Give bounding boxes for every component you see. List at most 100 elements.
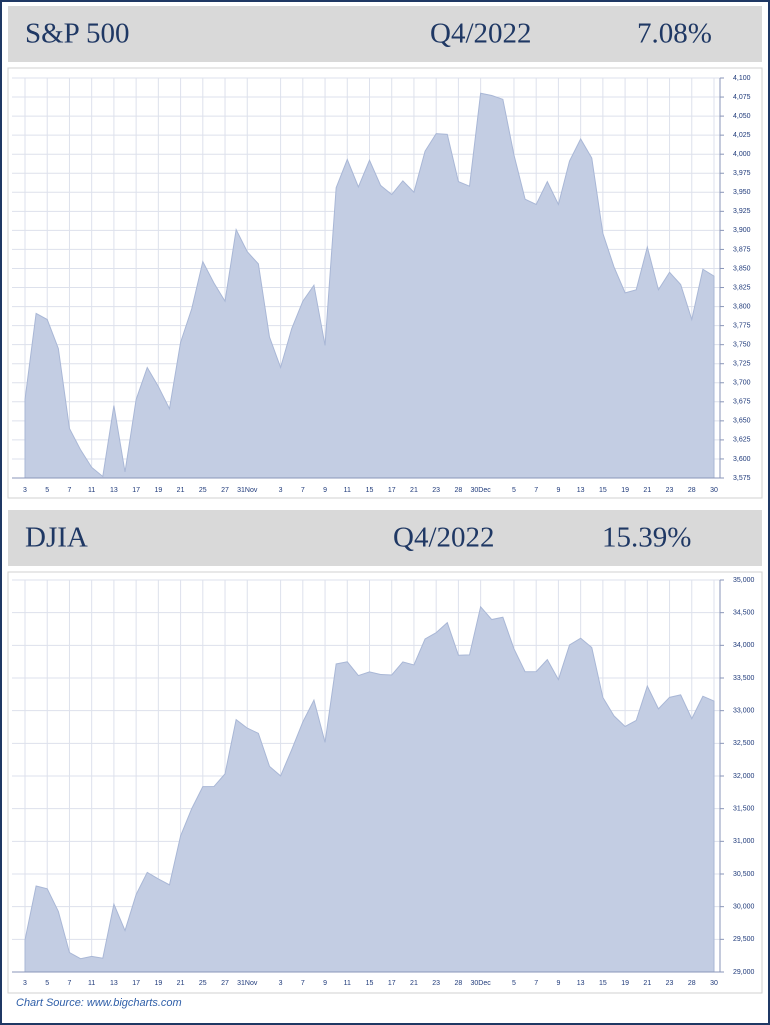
- y-tick-label: 3,625: [733, 437, 751, 444]
- y-tick-label: 3,975: [733, 170, 751, 177]
- x-tick-label: 3: [279, 487, 283, 494]
- x-tick-label: 19: [154, 980, 162, 987]
- y-tick-label: 3,575: [733, 475, 751, 482]
- x-tick-label: 11: [88, 487, 95, 494]
- x-tick-label: 5: [45, 487, 49, 494]
- x-tick-label: 21: [643, 487, 651, 494]
- y-tick-label: 34,500: [733, 610, 755, 617]
- x-tick-label: 3: [23, 487, 27, 494]
- header-bar: [8, 6, 762, 62]
- y-tick-label: 3,725: [733, 361, 751, 368]
- x-tick-label: 17: [132, 980, 140, 987]
- y-tick-label: 34,000: [733, 642, 755, 649]
- area: [24, 92, 715, 479]
- x-tick-label: 15: [599, 487, 607, 494]
- y-tick-label: 4,050: [733, 113, 751, 120]
- x-tick-label: 9: [556, 487, 560, 494]
- y-tick-label: 29,000: [733, 969, 755, 976]
- x-tick-label: 5: [45, 980, 49, 987]
- y-tick-label: 35,000: [733, 577, 755, 584]
- x-tick-label: 17: [388, 487, 396, 494]
- y-tick-label: 3,775: [733, 322, 751, 329]
- y-tick-label: 3,875: [733, 246, 751, 253]
- x-tick-label: 19: [621, 487, 629, 494]
- x-tick-label: 3: [279, 980, 283, 987]
- header-period: Q4/2022: [393, 522, 495, 554]
- x-tick-label: 28: [455, 980, 463, 987]
- y-tick-label: 32,000: [733, 773, 755, 780]
- y-tick-label: 29,500: [733, 936, 755, 943]
- x-tick-label: 28: [688, 980, 696, 987]
- x-tick-label: 21: [643, 980, 651, 987]
- x-tick-label: 30Dec: [471, 980, 492, 987]
- x-tick-label: 9: [323, 487, 327, 494]
- y-tick-label: 3,750: [733, 342, 751, 349]
- x-tick-label: 7: [67, 487, 71, 494]
- y-tick-label: 4,075: [733, 94, 751, 101]
- y-tick-label: 4,025: [733, 132, 751, 139]
- x-tick-label: 5: [512, 980, 516, 987]
- x-tick-label: 30: [710, 487, 718, 494]
- y-tick-label: 30,500: [733, 871, 755, 878]
- x-tick-label: 11: [344, 980, 351, 987]
- y-tick-label: 3,650: [733, 418, 751, 425]
- y-tick-label: 3,925: [733, 208, 751, 215]
- x-tick-label: 11: [88, 980, 95, 987]
- x-tick-label: 15: [599, 980, 607, 987]
- x-tick-label: 31Nov: [237, 487, 258, 494]
- y-tick-label: 3,600: [733, 456, 751, 463]
- x-tick-label: 25: [199, 980, 207, 987]
- x-tick-label: 17: [132, 487, 140, 494]
- x-tick-label: 13: [110, 980, 118, 987]
- x-tick-label: 21: [177, 487, 185, 494]
- source-note: Chart Source: www.bigcharts.com: [16, 997, 182, 1009]
- x-tick-label: 9: [323, 980, 327, 987]
- y-tick-label: 3,825: [733, 284, 751, 291]
- y-tick-label: 3,950: [733, 189, 751, 196]
- y-tick-label: 3,675: [733, 399, 751, 406]
- x-tick-label: 5: [512, 487, 516, 494]
- x-tick-label: 7: [301, 980, 305, 987]
- x-tick-label: 7: [534, 980, 538, 987]
- x-tick-label: 23: [432, 487, 440, 494]
- header-bar: [8, 510, 762, 566]
- y-tick-label: 3,800: [733, 303, 751, 310]
- y-tick-label: 33,500: [733, 675, 755, 682]
- x-tick-label: 30: [710, 980, 718, 987]
- x-tick-label: 28: [455, 487, 463, 494]
- y-tick-label: 3,700: [733, 380, 751, 387]
- header-title: S&P 500: [25, 18, 130, 50]
- header-period: Q4/2022: [430, 18, 532, 50]
- y-tick-label: 3,900: [733, 227, 751, 234]
- y-tick-label: 31,500: [733, 806, 755, 813]
- x-tick-label: 15: [366, 487, 374, 494]
- y-tick-label: 32,500: [733, 740, 755, 747]
- x-tick-label: 23: [666, 980, 674, 987]
- x-tick-label: 15: [366, 980, 374, 987]
- header-change: 15.39%: [602, 522, 691, 554]
- x-tick-label: 28: [688, 487, 696, 494]
- x-tick-label: 13: [110, 487, 118, 494]
- x-tick-label: 21: [410, 980, 418, 987]
- x-tick-label: 19: [621, 980, 629, 987]
- x-tick-label: 30Dec: [471, 487, 492, 494]
- y-tick-label: 3,850: [733, 265, 751, 272]
- x-tick-label: 7: [534, 487, 538, 494]
- x-tick-label: 13: [577, 980, 585, 987]
- x-tick-label: 23: [666, 487, 674, 494]
- area: [24, 605, 715, 973]
- header-change: 7.08%: [637, 18, 712, 50]
- x-tick-label: 7: [301, 487, 305, 494]
- x-tick-label: 7: [67, 980, 71, 987]
- x-tick-label: 9: [556, 980, 560, 987]
- x-tick-label: 11: [344, 487, 351, 494]
- x-tick-label: 31Nov: [237, 980, 258, 987]
- header-title: DJIA: [25, 522, 88, 554]
- x-tick-label: 13: [577, 487, 585, 494]
- y-tick-label: 4,000: [733, 151, 751, 158]
- x-tick-label: 17: [388, 980, 396, 987]
- x-tick-label: 27: [221, 980, 229, 987]
- y-tick-label: 4,100: [733, 75, 751, 82]
- x-tick-label: 27: [221, 487, 229, 494]
